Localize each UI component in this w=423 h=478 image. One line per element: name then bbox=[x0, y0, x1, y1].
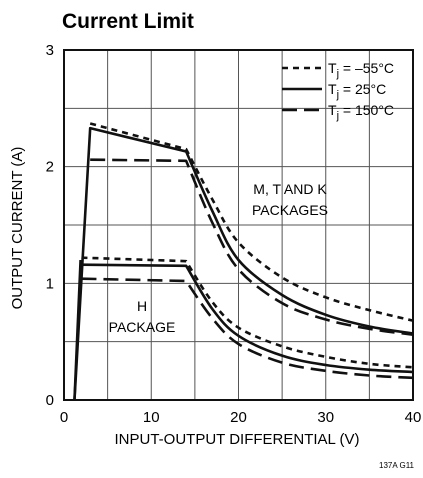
y-tick-label: 1 bbox=[46, 275, 54, 292]
series-line-mtk-solid bbox=[73, 126, 414, 401]
series-layer bbox=[73, 122, 414, 401]
legend-entry-label: Tj = 25°C bbox=[328, 81, 386, 101]
plot-frame bbox=[63, 49, 414, 401]
legend-entry-label: Tj = –55°C bbox=[328, 60, 394, 80]
annotation-mtk-line1: M, T AND K bbox=[253, 181, 327, 197]
annotation-mtk-line2: PACKAGES bbox=[252, 202, 328, 218]
x-tick-label: 10 bbox=[143, 409, 160, 426]
x-tick-label: 20 bbox=[230, 409, 247, 426]
legend-entry-label: Tj = 150°C bbox=[328, 102, 394, 122]
series-line-h-solid bbox=[81, 263, 414, 374]
grid-lines bbox=[64, 50, 413, 400]
dropout-rise-line bbox=[73, 259, 82, 401]
tick-labels: 0 10 20 30 40 0 1 2 3 bbox=[46, 42, 422, 426]
x-tick-label: 30 bbox=[317, 409, 334, 426]
series-line-h-long-dash bbox=[81, 277, 414, 380]
x-tick-label: 0 bbox=[60, 409, 68, 426]
y-tick-label: 3 bbox=[46, 42, 54, 59]
y-axis-label: OUTPUT CURRENT (A) bbox=[9, 147, 26, 310]
y-tick-label: 0 bbox=[46, 392, 54, 409]
series-line-mtk-short-dash bbox=[89, 122, 414, 322]
series-line-h-short-dash bbox=[81, 256, 414, 369]
series-line-mtk-long-dash bbox=[90, 158, 414, 336]
annotation-h-line1: H bbox=[137, 298, 147, 314]
legend: Tj = –55°CTj = 25°CTj = 150°C bbox=[282, 60, 394, 122]
annotation-h-line2: PACKAGE bbox=[109, 319, 176, 335]
chart-title: Current Limit bbox=[62, 10, 194, 33]
x-axis-label: INPUT-OUTPUT DIFFERENTIAL (V) bbox=[114, 431, 359, 448]
x-tick-label: 40 bbox=[405, 409, 422, 426]
y-tick-label: 2 bbox=[46, 159, 54, 176]
figure-code: 137A G11 bbox=[379, 461, 415, 470]
